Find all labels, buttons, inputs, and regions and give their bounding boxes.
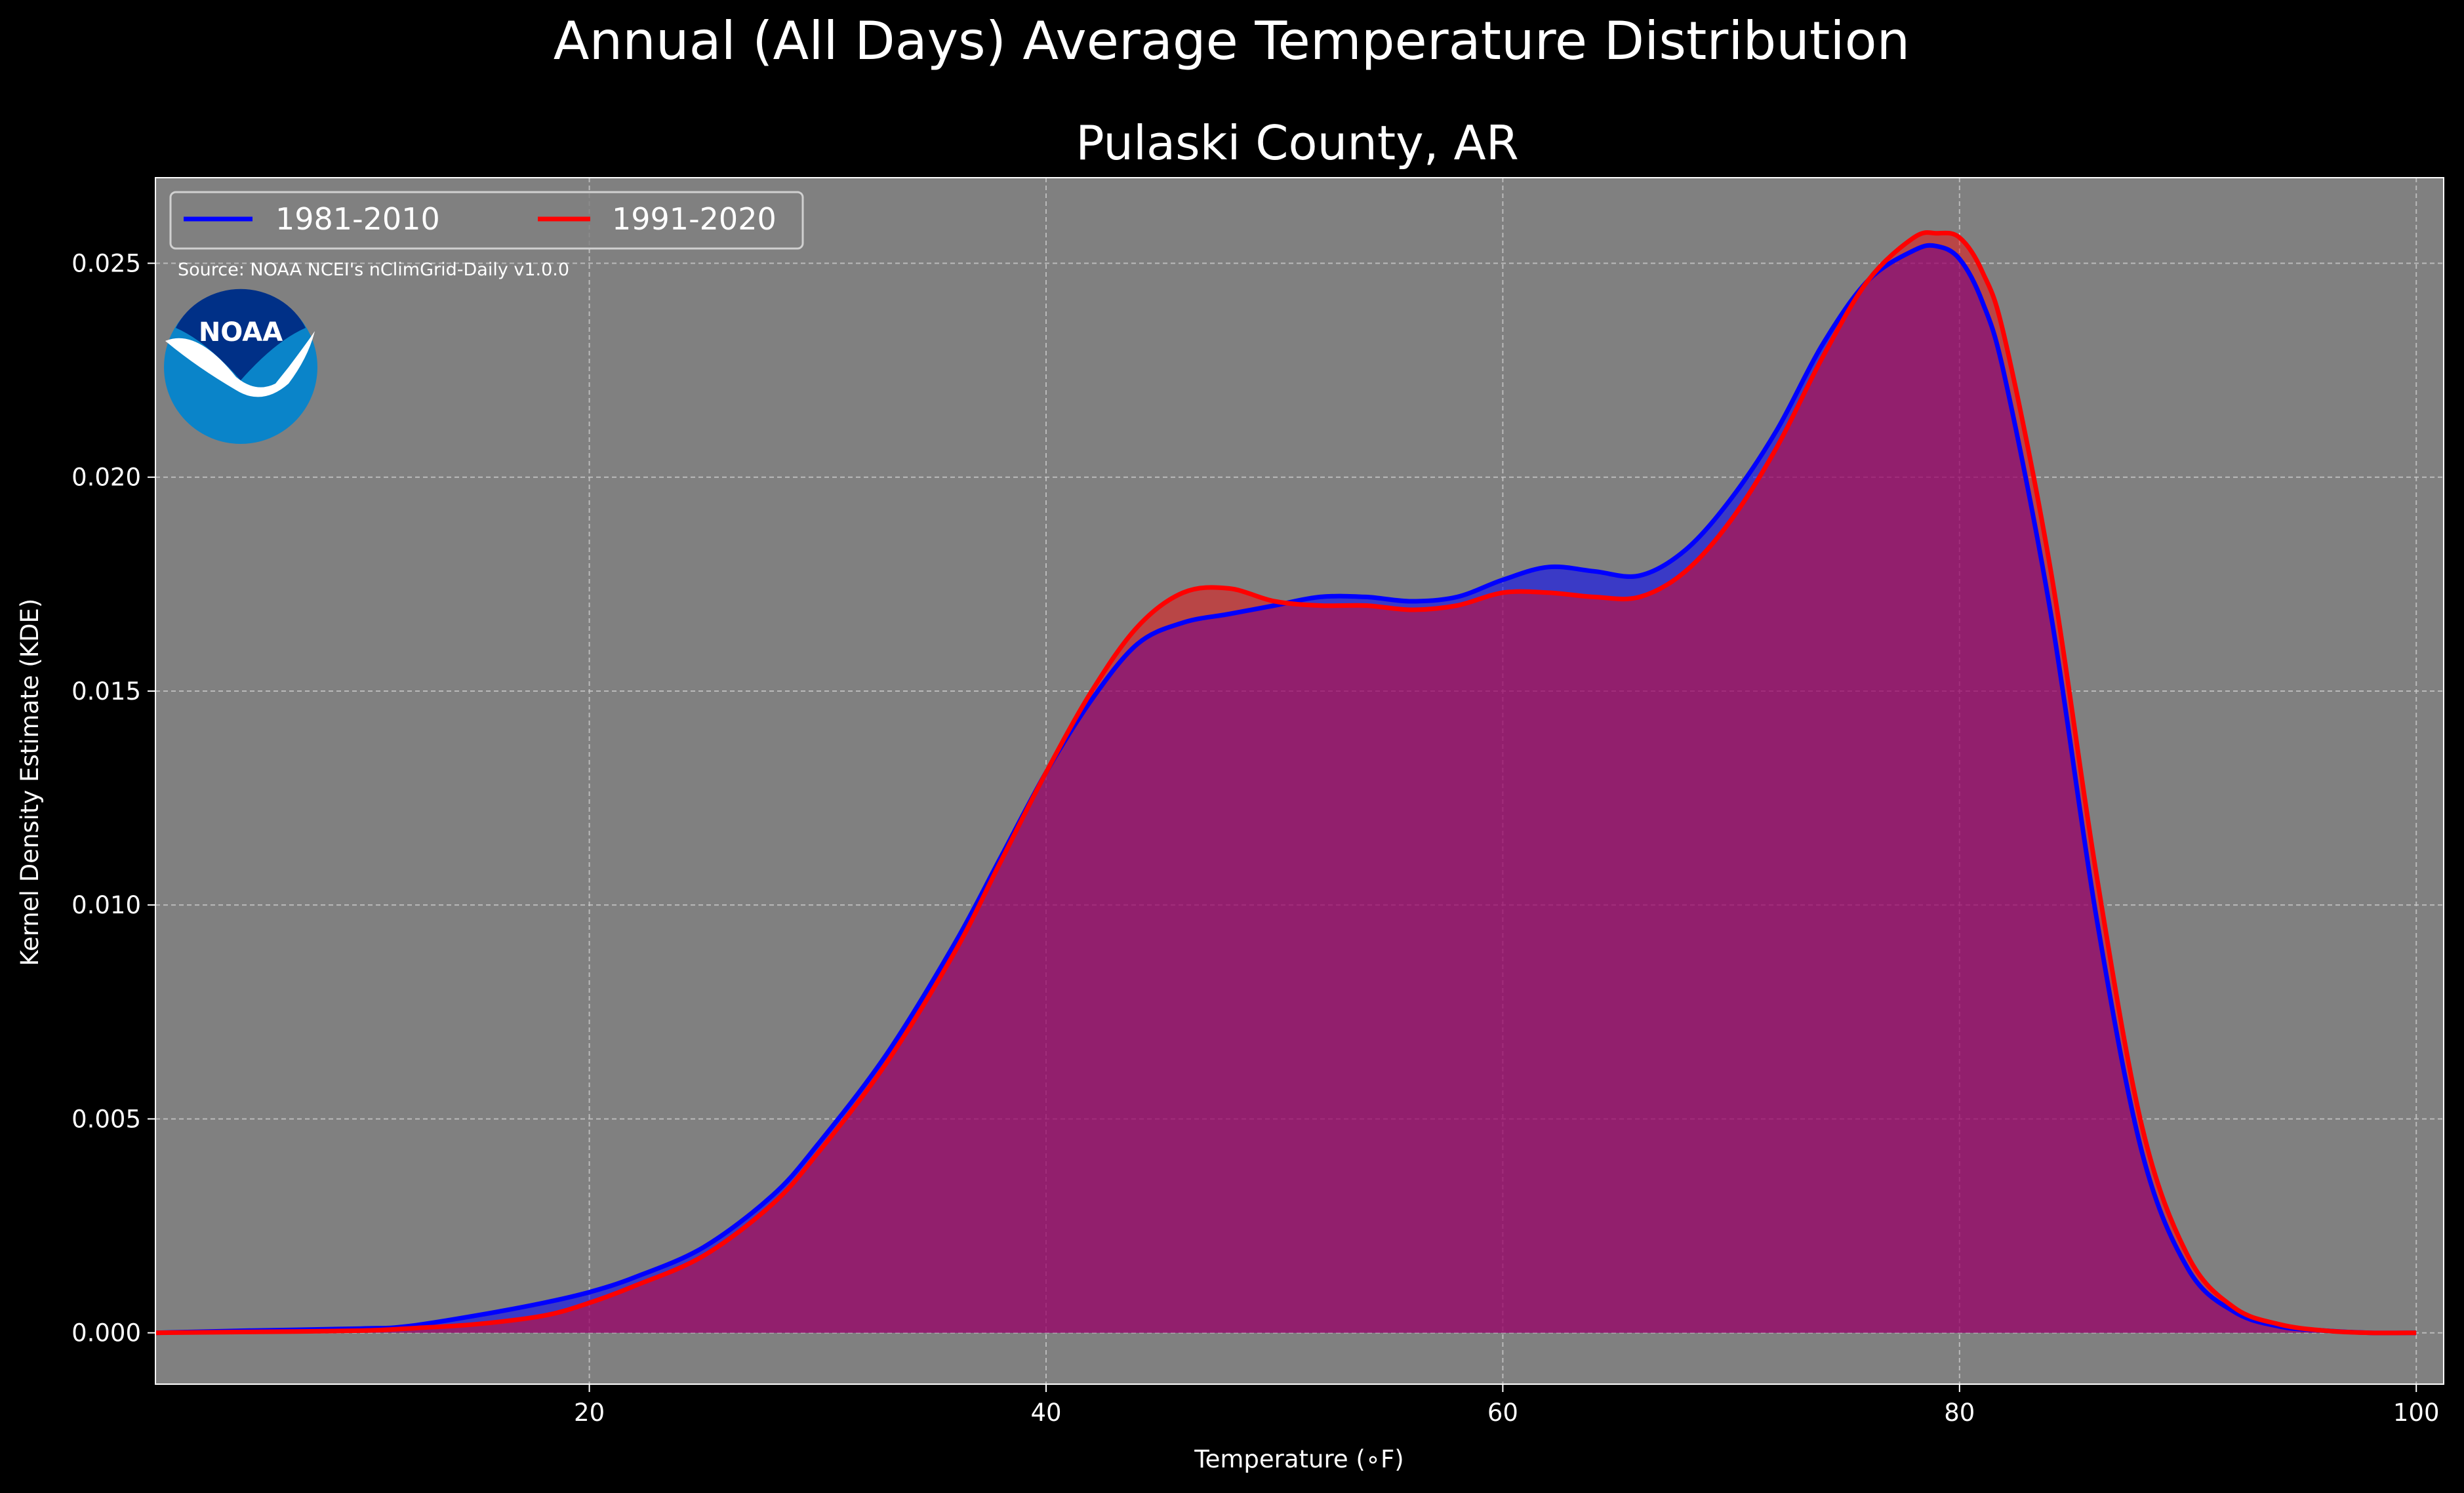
y-axis-ticks: 0.000 0.005 0.010 0.015 0.020 0.025 bbox=[71, 249, 155, 1347]
area-fill-1991-2020 bbox=[155, 232, 2417, 1333]
logo-inner-dome bbox=[176, 289, 306, 380]
legend: 1981-2010 1991-2020 bbox=[169, 191, 804, 250]
y-tick-label: 0.020 bbox=[71, 464, 141, 492]
logo-text: NOAA bbox=[199, 317, 283, 348]
area-fill-1981-2010 bbox=[155, 245, 2417, 1333]
legend-label-1991-2020: 1991-2020 bbox=[612, 201, 777, 237]
logo-bird-wing bbox=[165, 331, 315, 397]
chart-title: Pulaski County, AR bbox=[1076, 115, 1519, 170]
x-tick-label: 60 bbox=[1487, 1399, 1518, 1427]
x-tick-label: 20 bbox=[574, 1399, 605, 1427]
noaa-logo: NOAA bbox=[164, 289, 317, 444]
legend-box bbox=[169, 191, 804, 250]
y-tick-label: 0.000 bbox=[71, 1319, 141, 1347]
legend-label-1981-2010: 1981-2010 bbox=[275, 201, 440, 237]
chart-suptitle: Annual (All Days) Average Temperature Di… bbox=[554, 10, 1910, 71]
x-tick-label: 80 bbox=[1944, 1399, 1975, 1427]
x-axis-ticks: 20 40 60 80 100 bbox=[574, 1384, 2440, 1427]
x-tick-label: 40 bbox=[1030, 1399, 1061, 1427]
series-fills bbox=[155, 232, 2417, 1333]
y-tick-label: 0.005 bbox=[71, 1105, 141, 1133]
plot-frame bbox=[155, 177, 2444, 1385]
y-tick-label: 0.010 bbox=[71, 891, 141, 919]
y-axis-label: Kernel Density Estimate (KDE) bbox=[16, 599, 44, 966]
source-annotation: Source: NOAA NCEI's nClimGrid-Daily v1.0… bbox=[178, 260, 569, 280]
x-tick-label: 100 bbox=[2393, 1399, 2440, 1427]
series-lines bbox=[155, 230, 2417, 1336]
y-tick-label: 0.025 bbox=[71, 249, 141, 277]
series-line-1981-2010 bbox=[155, 243, 2417, 1336]
y-tick-label: 0.015 bbox=[71, 677, 141, 706]
x-axis-label: Temperature (∘F) bbox=[1194, 1445, 1404, 1473]
series-line-1991-2020 bbox=[155, 230, 2417, 1336]
